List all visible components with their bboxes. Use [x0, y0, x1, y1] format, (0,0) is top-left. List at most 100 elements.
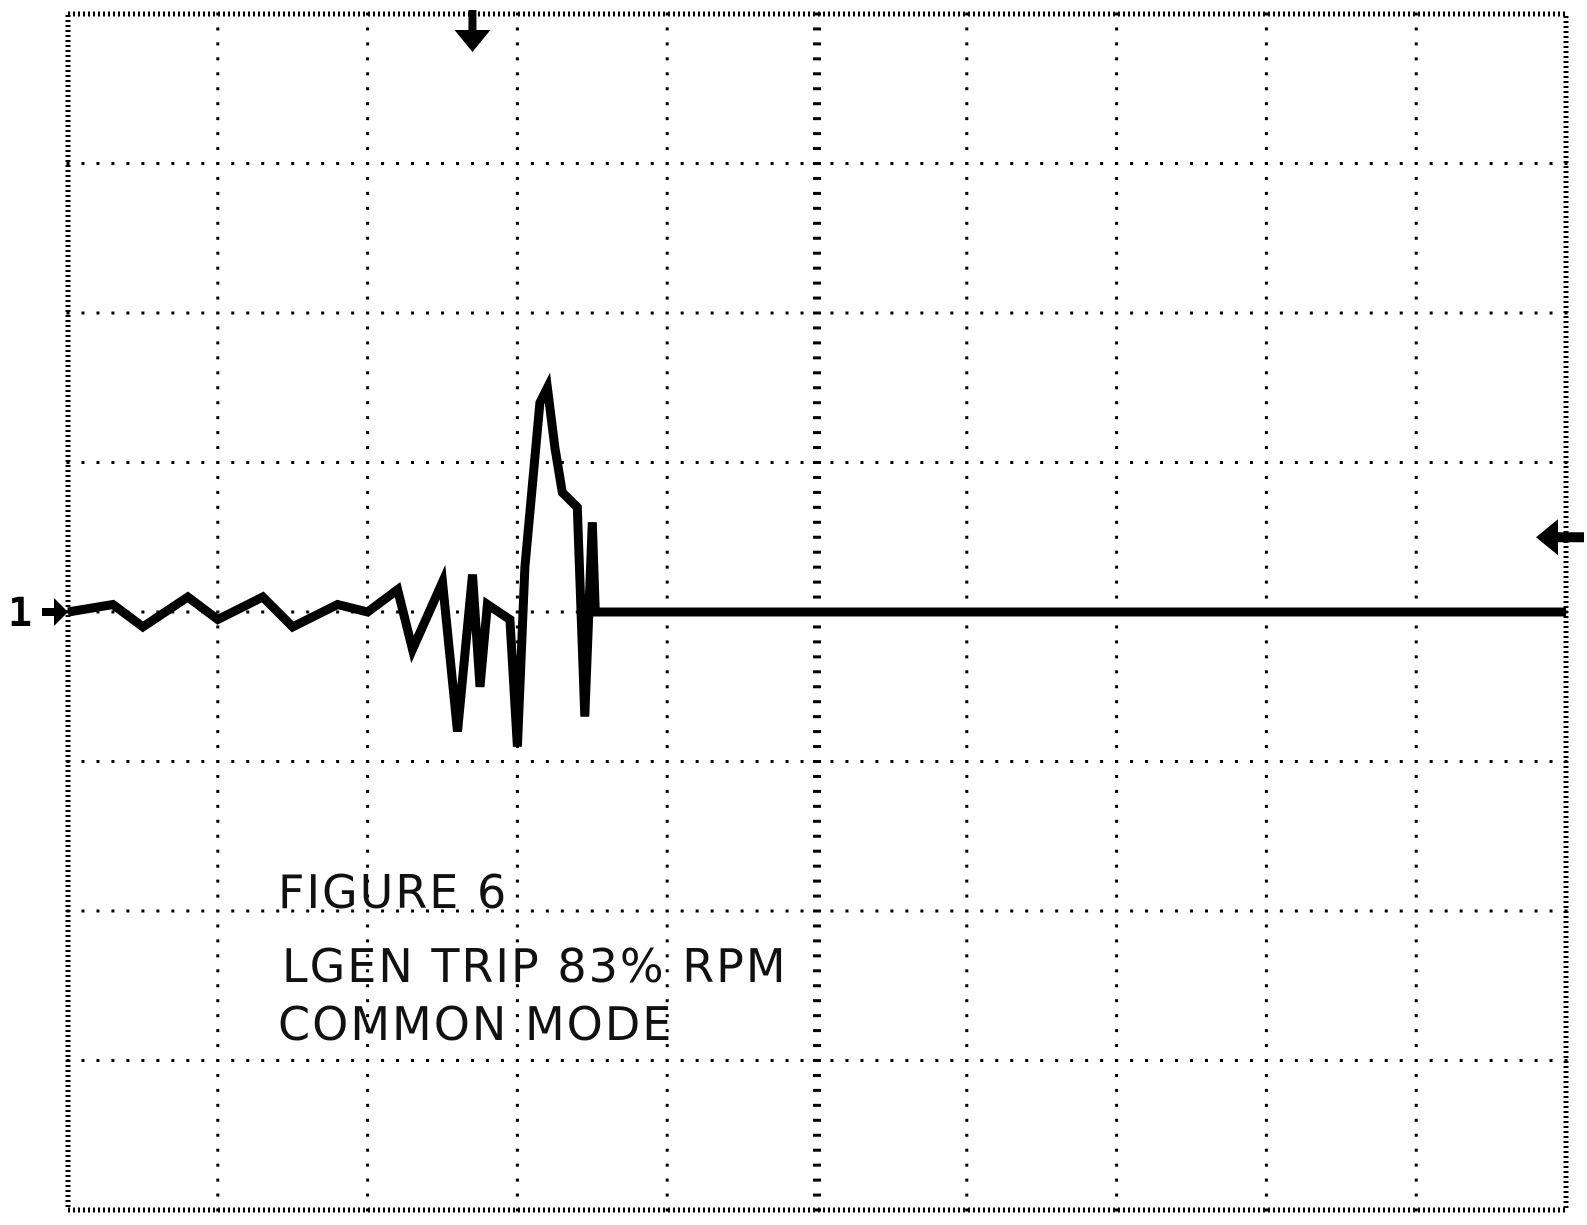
grid-dot	[1294, 1059, 1298, 1062]
grid-dot	[665, 236, 669, 240]
grid-dot	[665, 730, 669, 734]
grid-dot	[845, 760, 849, 763]
grid-dot	[965, 132, 969, 136]
grid-dot	[216, 296, 220, 300]
grid-dot	[216, 804, 220, 808]
grid-dot	[366, 670, 370, 674]
grid-dot	[231, 461, 235, 464]
grid-dot	[1414, 1044, 1418, 1048]
grid-dot	[920, 311, 924, 315]
grid-dot	[515, 1059, 519, 1062]
grid-dot	[1115, 102, 1119, 106]
grid-dot	[216, 72, 220, 76]
grid-dot	[965, 670, 969, 674]
grid-dot	[1264, 804, 1268, 808]
grid-dot	[366, 147, 370, 151]
grid-dot	[216, 1208, 220, 1212]
grid-dot	[366, 565, 370, 569]
grid-dot	[1414, 356, 1418, 360]
grid-dot	[1414, 266, 1418, 270]
grid-dot	[1145, 909, 1149, 913]
grid-dot	[665, 42, 669, 46]
grid-dot	[965, 87, 969, 91]
grid-dot	[965, 236, 969, 240]
grid-dot	[81, 311, 85, 315]
grid-dot	[216, 475, 220, 479]
grid-dot	[1115, 117, 1119, 121]
grid-dot	[1264, 999, 1268, 1003]
grid-dot	[381, 610, 385, 614]
grid-dot	[366, 1118, 370, 1122]
grid-dot	[321, 311, 325, 315]
grid-dot	[261, 461, 265, 464]
grid-dot	[500, 162, 504, 165]
grid-dot	[366, 774, 370, 778]
grid-dot	[1399, 909, 1403, 913]
grid-dot	[665, 132, 669, 136]
grid-dot	[560, 760, 564, 763]
grid-dot	[291, 760, 295, 763]
grid-dot	[366, 132, 370, 136]
grid-dot	[665, 251, 669, 255]
grid-dot	[1070, 311, 1074, 315]
grid-dot	[1264, 311, 1268, 315]
grid-dot	[1264, 1014, 1268, 1018]
grid-dot	[1414, 27, 1418, 31]
grid-dot	[366, 1133, 370, 1137]
grid-dot	[770, 760, 774, 763]
grid-dot	[216, 236, 220, 240]
grid-dot	[1175, 311, 1179, 315]
grid-dot	[995, 760, 999, 763]
grid-dot	[1399, 760, 1403, 763]
grid-dot	[813, 1208, 821, 1212]
grid-dot	[1519, 461, 1523, 464]
grid-dot	[515, 475, 519, 479]
grid-dot	[965, 266, 969, 270]
grid-dot	[1204, 461, 1208, 464]
grid-dot	[1130, 162, 1134, 165]
grid-dot	[560, 1059, 564, 1062]
grid-dot	[366, 401, 370, 405]
grid-dot	[665, 969, 669, 973]
grid-dot	[1264, 12, 1268, 16]
grid-dot	[1190, 162, 1193, 165]
grid-dot	[231, 760, 235, 763]
grid-dot	[515, 221, 519, 225]
grid-dot	[1264, 595, 1268, 599]
grid-dot	[1085, 162, 1089, 165]
grid-dot	[1369, 311, 1373, 315]
grid-dot	[813, 281, 821, 285]
grid-dot	[1519, 1059, 1523, 1062]
grid-dot	[515, 1118, 519, 1122]
grid-dot	[96, 311, 100, 315]
grid-dot	[470, 909, 474, 913]
grid-dot	[1414, 700, 1418, 704]
grid-dot	[965, 42, 969, 46]
grid-dot	[515, 1029, 519, 1033]
grid-dot	[1474, 461, 1478, 464]
grid-dot	[1504, 1059, 1508, 1062]
grid-dot	[890, 461, 894, 464]
grid-dot	[276, 461, 280, 464]
grid-dot	[845, 461, 849, 464]
grid-dot	[1504, 461, 1508, 464]
grid-dot	[1115, 206, 1119, 210]
grid-dot	[1459, 162, 1463, 165]
grid-dot	[965, 804, 969, 808]
grid-dot	[336, 610, 340, 614]
grid-dot	[995, 461, 999, 464]
grid-dot	[770, 1059, 774, 1062]
grid-dot	[455, 610, 459, 614]
grid-dot	[965, 864, 969, 868]
grid-dot	[366, 700, 370, 704]
grid-dot	[1190, 909, 1193, 913]
grid-dot	[515, 969, 519, 973]
grid-dot	[1414, 446, 1418, 450]
grid-dot	[1115, 461, 1119, 464]
grid-dot	[216, 27, 220, 31]
grid-dot	[813, 132, 821, 136]
grid-dot	[965, 1088, 969, 1092]
grid-dot	[441, 311, 444, 315]
grid-dot	[813, 72, 821, 76]
grid-dot	[171, 461, 175, 464]
